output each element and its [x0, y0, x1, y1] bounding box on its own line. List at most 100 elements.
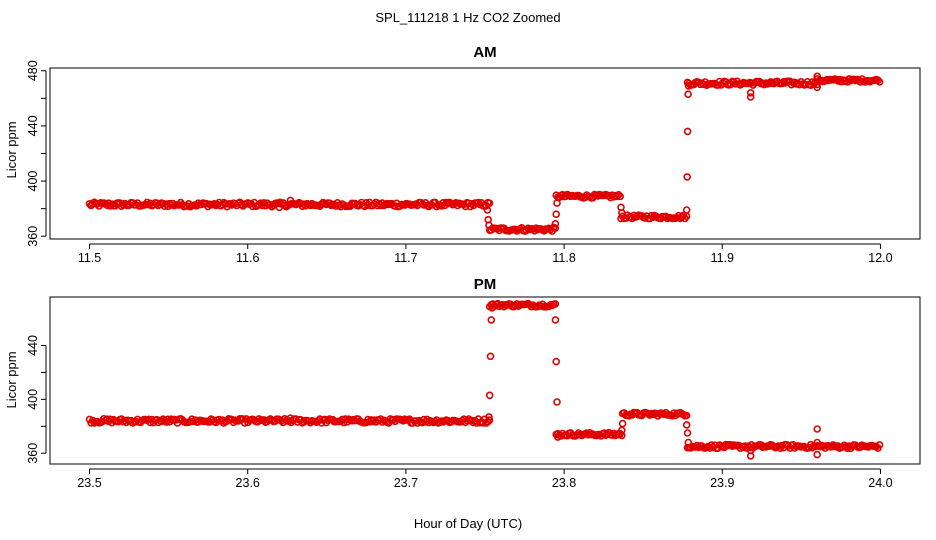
pm-data-point	[746, 446, 755, 455]
pm-y-tick-label: 400	[26, 389, 40, 410]
pm-data-point	[487, 316, 496, 324]
pm-x-tick-label: 23.8	[552, 476, 576, 490]
pm-data-point	[683, 429, 692, 437]
pm-x-tick-label: 23.7	[394, 476, 418, 490]
am-segment-0-point	[106, 202, 115, 210]
am-segment-2-point	[613, 192, 621, 201]
am-segment-0-point	[210, 200, 219, 208]
am-data-point	[683, 127, 692, 136]
am-segment-3-point	[641, 214, 649, 222]
am-data-point	[684, 90, 692, 98]
am-y-tick-label: 360	[26, 226, 40, 247]
pm-data-point	[813, 450, 822, 459]
am-data-point	[275, 203, 284, 212]
am-x-tick-label: 11.8	[552, 251, 575, 265]
am-segment-0-point	[447, 199, 455, 208]
pm-data-point	[553, 433, 562, 441]
am-segment-2-point	[614, 191, 623, 199]
pm-y-tick-label: 440	[26, 335, 40, 356]
am-data-point	[746, 93, 755, 101]
pm-panel: PM Licor ppm 23.5 23.6 23.7 23.8 23.9 24.0 36…	[4, 276, 921, 490]
pm-data-point	[485, 413, 493, 421]
figure-title: SPL_111218 1 Hz CO2 Zoomed	[375, 10, 560, 25]
am-data-point	[684, 82, 693, 90]
am-data-point	[683, 173, 692, 181]
am-panel: AM Licor ppm 11.5 11.6 11.7 11.8 11.9 12.0 36…	[4, 44, 921, 265]
am-segment-1-point	[551, 224, 560, 232]
pm-data-point	[682, 421, 691, 429]
am-y-tick-label: 400	[26, 171, 40, 192]
am-data-points	[85, 72, 884, 235]
pm-segment-2-point	[617, 431, 626, 440]
pm-segment-0-point	[485, 416, 494, 424]
pm-data-point	[813, 438, 822, 447]
pm-data-point	[485, 391, 494, 400]
pm-data-point	[684, 438, 693, 447]
am-x-tick-label: 11.9	[711, 251, 734, 265]
pm-segment-4-point	[693, 441, 701, 450]
am-x-tick-label: 12.0	[868, 251, 892, 265]
pm-y-axis: 360 400 440	[26, 335, 47, 464]
am-y-tick-label: 480	[26, 60, 40, 81]
pm-data-point	[286, 414, 295, 423]
am-segment-0-point	[88, 200, 97, 208]
am-data-point	[551, 220, 560, 228]
am-segment-3-point	[647, 211, 656, 220]
pm-data-point	[618, 419, 627, 428]
pm-x-tick-label: 23.6	[236, 476, 260, 490]
am-segment-1-point	[532, 224, 540, 232]
am-segment-5-point	[875, 78, 884, 86]
am-x-tick-label: 11.7	[394, 251, 417, 265]
pm-data-point	[486, 352, 495, 361]
pm-plot-frame	[49, 296, 921, 465]
am-segment-0-point	[248, 202, 257, 211]
pm-data-point	[552, 357, 561, 366]
pm-data-point	[813, 425, 822, 433]
pm-segment-0-point	[215, 415, 223, 424]
pm-y-axis-label: Licor ppm	[4, 351, 19, 408]
am-segment-0-point	[197, 200, 206, 209]
am-y-axis-label: Licor ppm	[4, 121, 19, 178]
pm-y-tick-label: 360	[26, 443, 40, 464]
am-segment-5-point	[845, 75, 854, 83]
am-panel-title: AM	[473, 44, 496, 61]
pm-panel-title: PM	[474, 276, 497, 293]
pm-data-point	[551, 316, 560, 324]
am-data-point	[483, 206, 492, 214]
am-segment-0-point	[485, 199, 494, 207]
am-x-tick-label: 11.5	[78, 251, 101, 265]
pm-data-point	[553, 398, 561, 406]
pm-segment-1-point	[525, 301, 534, 309]
pm-segment-0-point	[484, 417, 492, 426]
pm-segment-0-point	[463, 416, 471, 425]
am-data-point	[617, 209, 626, 217]
pm-data-points	[85, 299, 884, 460]
am-data-point	[746, 89, 755, 97]
am-y-axis: 360 400 440 480	[26, 60, 47, 247]
x-axis-label: Hour of Day (UTC)	[414, 516, 522, 531]
am-x-tick-label: 11.6	[236, 251, 259, 265]
am-x-axis: 11.5 11.6 11.7 11.8 11.9 12.0	[78, 243, 893, 265]
am-segment-2-point	[616, 192, 625, 201]
pm-x-tick-label: 23.5	[77, 476, 101, 490]
pm-segment-1-point	[551, 300, 560, 308]
am-segment-4-point	[760, 80, 769, 89]
am-plot-frame	[49, 67, 921, 240]
pm-x-axis: 23.5 23.6 23.7 23.8 23.9 24.0	[77, 468, 893, 490]
am-data-point	[485, 221, 493, 229]
am-data-point	[286, 196, 295, 205]
pm-x-tick-label: 24.0	[868, 476, 892, 490]
am-y-tick-label: 440	[26, 115, 40, 136]
am-data-point	[813, 83, 822, 92]
am-data-point	[813, 72, 822, 81]
pm-x-tick-label: 23.9	[710, 476, 734, 490]
pm-segment-3-point	[682, 411, 691, 420]
pm-segment-4-point	[875, 441, 884, 449]
am-segment-5-point	[874, 76, 882, 85]
am-data-point	[682, 206, 691, 214]
am-data-point	[553, 199, 561, 207]
pm-data-point	[488, 303, 496, 312]
am-data-point	[552, 210, 561, 218]
